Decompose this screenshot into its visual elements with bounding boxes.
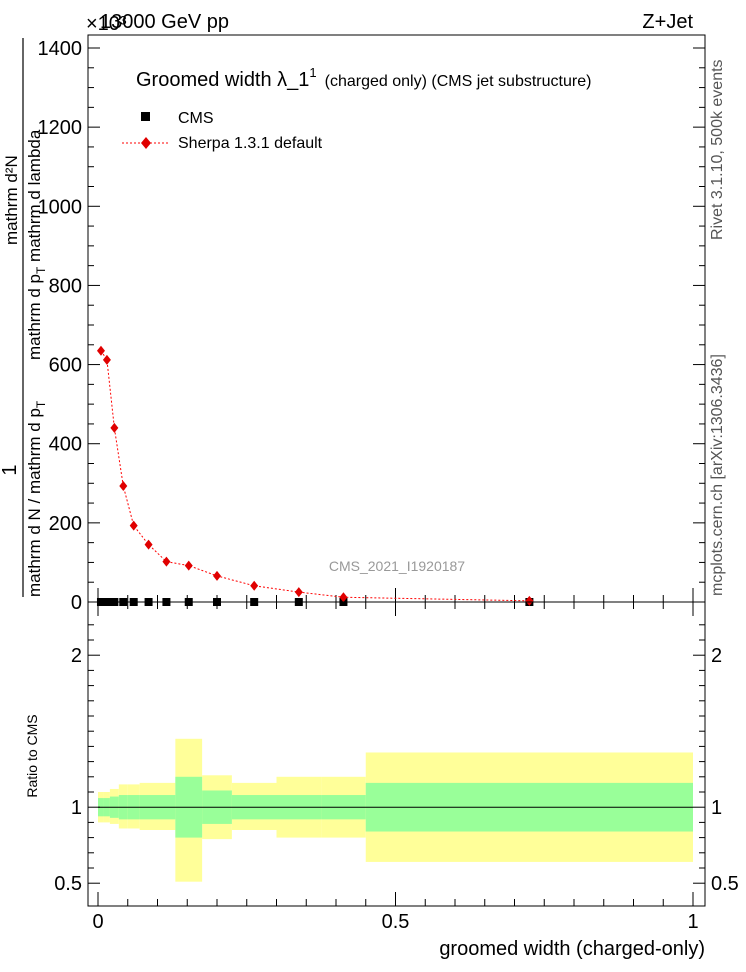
ratio-ytick-label: 2 [71, 645, 82, 667]
sherpa-point [294, 587, 303, 598]
mcplots-label: mcplots.cern.ch [arXiv:1306.3436] [709, 354, 726, 596]
legend-sherpa-label: Sherpa 1.3.1 default [178, 135, 323, 152]
legend-cms-marker [141, 112, 150, 121]
ratio-ytick-label-right: 0.5 [711, 873, 739, 895]
main-ytick-label: 0 [71, 592, 82, 614]
sherpa-point [162, 556, 171, 567]
title-sub: (charged only) (CMS jet substructure) [325, 73, 592, 90]
main-ytick-label: 1000 [38, 196, 83, 218]
legend: CMS Sherpa 1.3.1 default [122, 110, 323, 152]
sherpa-point [129, 520, 138, 531]
main-y-ticks: 0 200 400 600 800 1000 1200 1400 [38, 38, 705, 614]
ratio-xtick-label: 1 [687, 911, 698, 933]
sherpa-point [144, 539, 153, 550]
sherpa-point [213, 570, 221, 581]
ratio-plot: 0 0.5 1 0.5 0.5 1 1 2 2 [54, 601, 739, 933]
sherpa-point [96, 345, 105, 356]
ratio-ticks: 0 0.5 1 0.5 0.5 1 1 2 2 [54, 602, 739, 933]
main-ytick-label: 800 [49, 275, 82, 297]
ratio-ytick-label: 1 [71, 797, 82, 819]
main-ytick-label: 600 [49, 355, 82, 377]
rivet-label: Rivet 3.1.10, 500k events [709, 59, 726, 240]
main-ytick-label: 400 [49, 434, 82, 456]
ylabel-denominator-2: mathrm d pT mathrm d lambda [25, 129, 48, 360]
header-left: 13000 GeV pp [100, 11, 229, 33]
sherpa-point [119, 481, 128, 492]
sherpa-point [339, 592, 348, 603]
sherpa-point [250, 580, 259, 591]
ratio-frame [87, 601, 706, 907]
ylabel-numerator: mathrm d N / mathrm d pT [25, 400, 48, 597]
sherpa-point [110, 422, 119, 433]
ylabel-denominator: mathrm d²N [2, 155, 21, 245]
title-sup: 1 [309, 65, 316, 80]
sherpa-point [184, 560, 193, 571]
ratio-y-label: Ratio to CMS [24, 714, 40, 797]
main-ytick-label: 1200 [38, 117, 83, 139]
sherpa-point [102, 354, 111, 365]
main-ytick-label: 200 [49, 513, 82, 535]
ratio-ytick-label-right: 2 [711, 645, 722, 667]
ratio-ytick-label: 0.5 [54, 873, 82, 895]
main-y-label: 1 mathrm d N / mathrm d pT mathrm d²N ma… [0, 38, 48, 597]
main-ytick-label: 1400 [38, 38, 83, 60]
watermark: CMS_2021_I1920187 [329, 558, 465, 574]
header-right: Z+Jet [642, 11, 693, 33]
sherpa-points [96, 345, 534, 606]
ratio-xtick-label: 0.5 [382, 911, 410, 933]
legend-sherpa-marker [141, 137, 151, 149]
plot-title: Groomed width λ_11 (charged only) (CMS je… [136, 65, 591, 91]
ylabel-one: 1 [0, 464, 21, 475]
exponent-label: ×10³ [86, 13, 127, 35]
ratio-ytick-label-right: 1 [711, 797, 722, 819]
legend-cms-label: CMS [178, 110, 214, 127]
x-axis-label: groomed width (charged-only) [439, 938, 705, 960]
main-plot: 0 200 400 600 800 1000 1200 1400 [38, 34, 706, 614]
sherpa-point [525, 595, 534, 606]
title-main: Groomed width λ_1 [136, 69, 309, 91]
ratio-xtick-label: 0 [92, 911, 103, 933]
